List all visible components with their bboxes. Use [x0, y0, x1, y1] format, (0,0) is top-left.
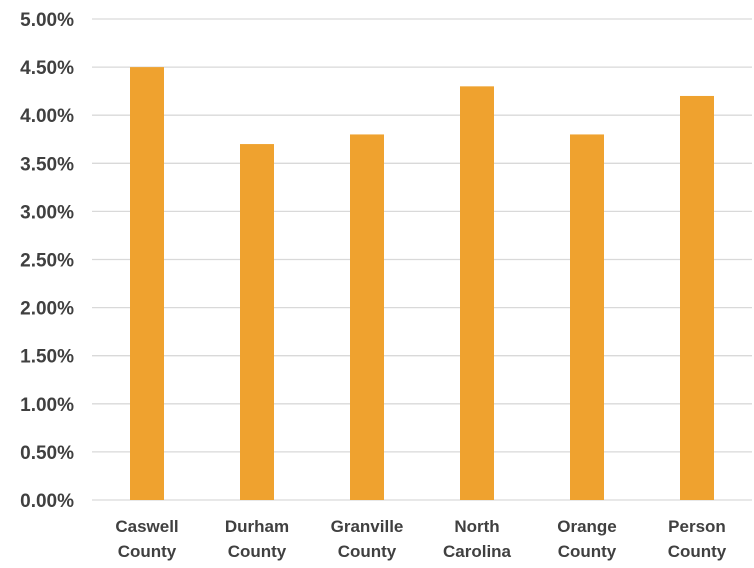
y-tick-label: 1.50% — [20, 347, 74, 368]
y-tick-label: 4.00% — [20, 106, 74, 127]
bar — [570, 134, 604, 500]
x-category-label: Carolina — [443, 542, 512, 561]
y-axis-ticks: 0.00% 0.50% 1.00% 1.50% 2.00% 2.50% 3.00% 3.50%… — [20, 10, 74, 512]
x-category-label: Caswell — [115, 517, 178, 536]
bar — [350, 134, 384, 500]
x-category-label: Orange — [557, 517, 617, 536]
gridlines — [92, 18, 752, 501]
x-category-label: Granville — [331, 517, 404, 536]
x-category-label: County — [338, 542, 397, 561]
y-tick-label: 0.00% — [20, 491, 74, 512]
y-tick-label: 2.00% — [20, 299, 74, 320]
y-tick-label: 2.50% — [20, 251, 74, 272]
bar — [460, 86, 494, 500]
bar — [680, 95, 714, 501]
bar — [130, 67, 164, 500]
x-category-label: County — [228, 542, 287, 561]
y-tick-label: 3.00% — [20, 202, 74, 223]
y-tick-label: 5.00% — [20, 10, 74, 31]
x-axis-labels: Caswell County Durham County Granville County… — [115, 517, 726, 561]
y-tick-label: 0.50% — [20, 443, 74, 464]
x-category-label: Durham — [225, 517, 289, 536]
bars — [130, 67, 714, 501]
x-category-label: County — [668, 542, 727, 561]
y-tick-label: 3.50% — [20, 154, 74, 175]
y-tick-label: 1.00% — [20, 395, 74, 416]
x-category-label: County — [558, 542, 617, 561]
x-category-label: Person — [668, 517, 726, 536]
x-category-label: North — [454, 517, 499, 536]
x-category-label: County — [118, 542, 177, 561]
bar — [240, 144, 274, 500]
y-tick-label: 4.50% — [20, 58, 74, 79]
